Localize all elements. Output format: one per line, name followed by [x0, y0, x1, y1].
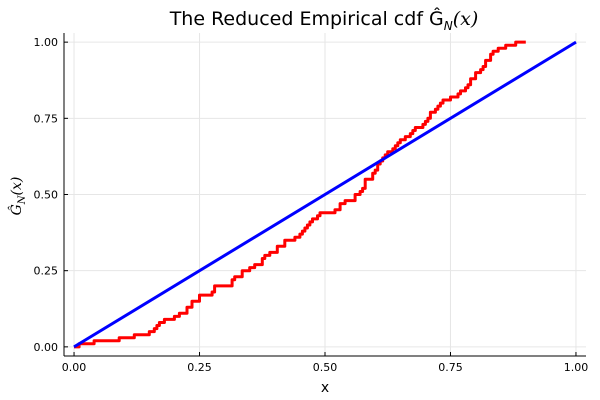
- grid: [64, 33, 586, 356]
- x-tick-label: 0.25: [187, 361, 212, 374]
- x-tick-label: 0.00: [62, 361, 87, 374]
- y-tick-label: 0.75: [34, 112, 59, 125]
- series-line-1: [74, 40, 526, 349]
- chart-title: The Reduced Empirical cdf ĜN(x): [169, 6, 479, 33]
- series-line-2: [73, 40, 577, 349]
- x-tick-label: 0.75: [438, 361, 463, 374]
- y-tick-label: 0.25: [34, 265, 59, 278]
- y-tick-label: 1.00: [34, 36, 59, 49]
- y-tick-label: 0.50: [34, 189, 59, 202]
- x-tick-label: 1.00: [564, 361, 589, 374]
- axes: 0.00 0.25 0.50 0.75 1.00 0.00 0.25 0.50 0.75 1.00: [34, 33, 589, 374]
- y-tick-label: 0.00: [34, 341, 59, 354]
- series-layer: [73, 40, 577, 349]
- x-axis-label: x: [321, 380, 329, 396]
- x-tick-label: 0.50: [313, 361, 338, 374]
- y-axis-label: ĜN(x): [7, 177, 28, 216]
